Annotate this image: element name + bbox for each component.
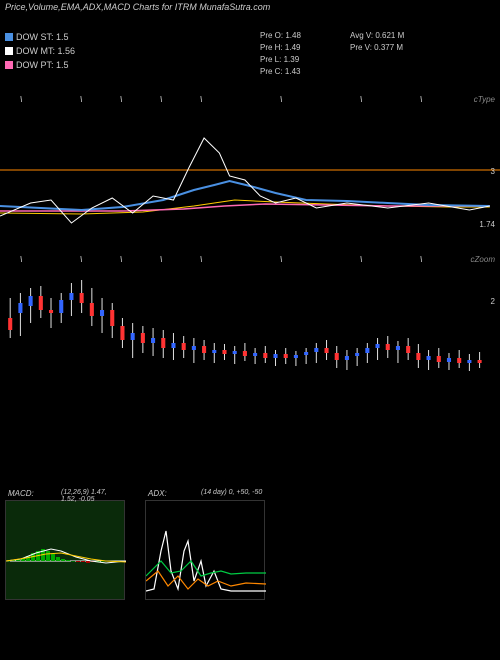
legend-mt-color (5, 47, 13, 55)
volume-avg: Avg V: 0.621 M (350, 30, 404, 42)
legend-mt: DOW MT: 1.56 (5, 44, 75, 58)
ohlc-open: Pre O: 1.48 (260, 30, 301, 42)
legend-st: DOW ST: 1.5 (5, 30, 75, 44)
ema-chart (0, 108, 500, 238)
candle-value-2: 2 (491, 297, 495, 306)
volume-pre: Pre V: 0.377 M (350, 42, 404, 54)
legend-mt-label: DOW MT: 1.56 (16, 44, 75, 58)
legend-pt: DOW PT: 1.5 (5, 58, 75, 72)
indicator-row: MACD: (12,26,9) 1.47, 1.52, -0.05 ADX: (… (5, 500, 265, 600)
legend-pt-color (5, 61, 13, 69)
macd-title: MACD: (8, 489, 34, 498)
ohlc-block: Pre O: 1.48 Pre H: 1.49 Pre L: 1.39 Pre … (260, 30, 301, 78)
macd-box: MACD: (12,26,9) 1.47, 1.52, -0.05 (5, 500, 125, 600)
legend-pt-label: DOW PT: 1.5 (16, 58, 69, 72)
chart-title: Price,Volume,EMA,ADX,MACD Charts for ITR… (5, 2, 270, 12)
ctype-label[interactable]: cType (474, 95, 495, 104)
ticks-lower: \\\\\\\\ (0, 255, 480, 265)
adx-title: ADX: (148, 489, 167, 498)
ticks-upper: \\\\\\\\ (0, 95, 480, 105)
volume-block: Avg V: 0.621 M Pre V: 0.377 M (350, 30, 404, 54)
ema-value-174: 1.74 (479, 220, 495, 229)
ohlc-low: Pre L: 1.39 (260, 54, 301, 66)
adx-params: (14 day) 0, +50, -50 (201, 489, 262, 496)
adx-chart (146, 501, 266, 601)
macd-params: (12,26,9) 1.47, 1.52, -0.05 (61, 489, 124, 503)
candle-chart (0, 268, 500, 408)
legend-st-label: DOW ST: 1.5 (16, 30, 69, 44)
legend: DOW ST: 1.5 DOW MT: 1.56 DOW PT: 1.5 (5, 30, 75, 72)
ohlc-high: Pre H: 1.49 (260, 42, 301, 54)
ohlc-close: Pre C: 1.43 (260, 66, 301, 78)
adx-box: ADX: (14 day) 0, +50, -50 (145, 500, 265, 600)
legend-st-color (5, 33, 13, 41)
czoom-label[interactable]: cZoom (471, 255, 495, 264)
ema-value-3: 3 (491, 167, 495, 176)
macd-chart (6, 501, 126, 601)
